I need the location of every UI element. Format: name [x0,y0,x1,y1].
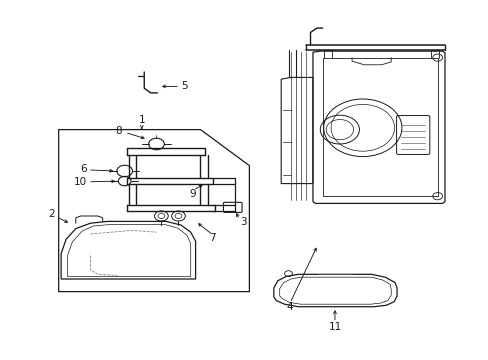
Text: 6: 6 [80,164,87,174]
FancyBboxPatch shape [223,202,242,212]
Text: 10: 10 [74,177,87,187]
Text: 7: 7 [209,233,216,243]
Text: 4: 4 [286,302,293,312]
Text: 5: 5 [181,81,187,91]
Text: 9: 9 [189,189,196,199]
Text: 8: 8 [115,126,122,136]
Text: 2: 2 [48,209,55,219]
Text: 11: 11 [327,322,341,332]
Text: 3: 3 [239,217,246,228]
Text: 1: 1 [138,115,145,125]
